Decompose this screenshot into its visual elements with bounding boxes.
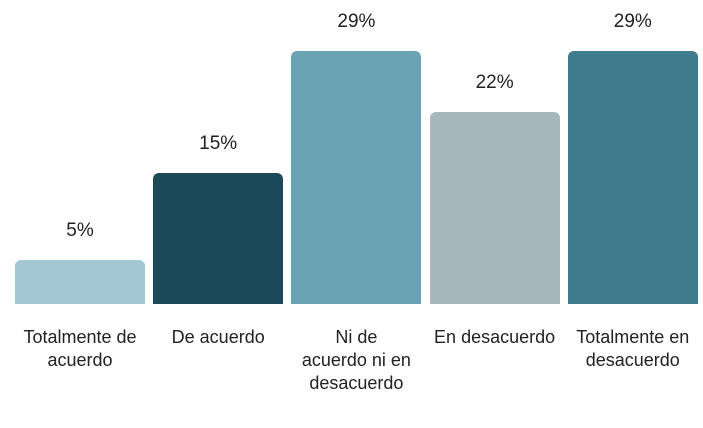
bar bbox=[153, 173, 284, 304]
value-label: 15% bbox=[199, 133, 238, 155]
category-label: De acuerdo bbox=[171, 327, 265, 347]
bar bbox=[15, 260, 145, 304]
value-label: 5% bbox=[66, 220, 94, 242]
value-label: 29% bbox=[337, 11, 376, 32]
category-label: Totalmente de acuerdo bbox=[23, 327, 137, 370]
category-label: Ni de acuerdo ni en desacuerdo bbox=[301, 327, 411, 393]
category-label: Totalmente en desacuerdo bbox=[576, 327, 690, 370]
value-label: 29% bbox=[613, 11, 652, 32]
category-label: En desacuerdo bbox=[434, 327, 556, 347]
value-label: 22% bbox=[475, 72, 514, 94]
bar bbox=[291, 51, 422, 304]
bar bbox=[429, 112, 560, 304]
bar bbox=[567, 51, 698, 304]
